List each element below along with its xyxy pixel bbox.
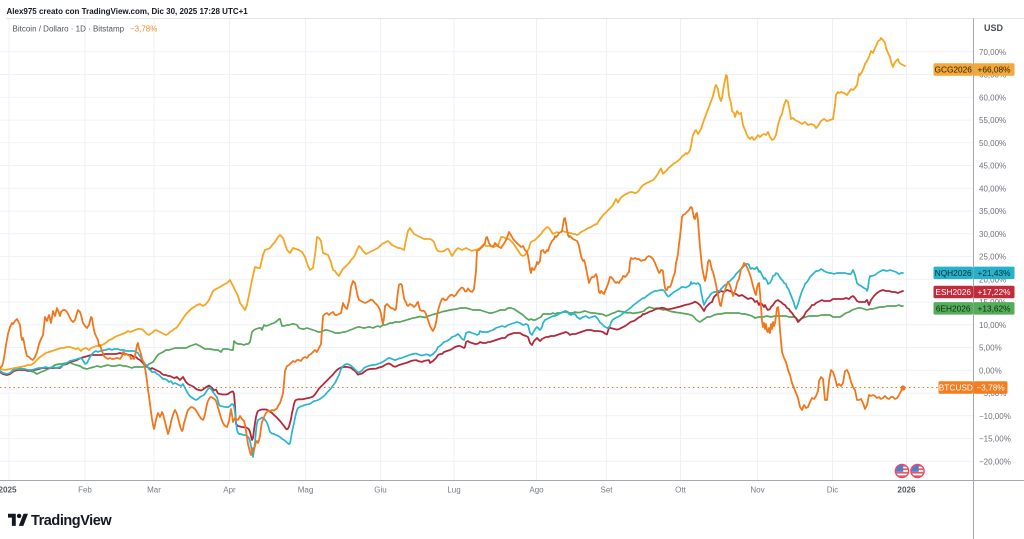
svg-text:NQH2026: NQH2026 [935,268,972,278]
svg-text:−10,00%: −10,00% [979,412,1011,421]
svg-text:+17,22%: +17,22% [978,287,1012,297]
svg-text:20,00%: 20,00% [979,275,1006,284]
svg-text:Nov: Nov [750,486,764,495]
svg-text:Bitcoin / Dollaro · 1D · Bitst: Bitcoin / Dollaro · 1D · Bitstamp [13,25,125,34]
svg-text:Set: Set [600,486,613,495]
svg-text:50,00%: 50,00% [979,139,1006,148]
svg-text:+66,08%: +66,08% [978,65,1012,75]
svg-text:−3,78%: −3,78% [130,25,157,34]
svg-text:−3,78%: −3,78% [976,383,1005,393]
svg-text:55,00%: 55,00% [979,116,1006,125]
svg-text:Apr: Apr [223,486,236,495]
svg-text:0,00%: 0,00% [979,366,1002,375]
svg-text:Dic: Dic [827,486,839,495]
svg-text:10,00%: 10,00% [979,321,1006,330]
svg-text:25,00%: 25,00% [979,253,1006,262]
svg-text:Ott: Ott [675,486,686,495]
svg-text:−20,00%: −20,00% [979,457,1011,466]
svg-text:+13,62%: +13,62% [978,303,1012,313]
svg-text:BTCUSD: BTCUSD [939,383,973,393]
svg-text:60,00%: 60,00% [979,93,1006,102]
svg-text:2026: 2026 [897,486,916,495]
svg-text:Ago: Ago [529,486,544,495]
svg-text:40,00%: 40,00% [979,184,1006,193]
svg-text:Feb: Feb [78,486,92,495]
svg-text:70,00%: 70,00% [979,48,1006,57]
svg-text:GCG2026: GCG2026 [935,65,973,75]
svg-text:Giu: Giu [374,486,386,495]
svg-text:USD: USD [984,23,1004,33]
svg-text:6EH2026: 6EH2026 [936,303,971,313]
svg-text:2025: 2025 [0,486,17,495]
svg-text:Lug: Lug [447,486,460,495]
svg-text:5,00%: 5,00% [979,344,1002,353]
svg-text:ESH2026: ESH2026 [935,287,971,297]
svg-text:30,00%: 30,00% [979,230,1006,239]
svg-text:+21,43%: +21,43% [978,268,1012,278]
svg-text:Mar: Mar [147,486,161,495]
svg-text:−15,00%: −15,00% [979,435,1011,444]
svg-text:TradingView: TradingView [31,513,112,529]
svg-text:Alex975 creato con TradingView: Alex975 creato con TradingView.com, Dic … [7,7,249,16]
svg-text:35,00%: 35,00% [979,207,1006,216]
svg-text:45,00%: 45,00% [979,162,1006,171]
svg-text:Mag: Mag [298,486,314,495]
